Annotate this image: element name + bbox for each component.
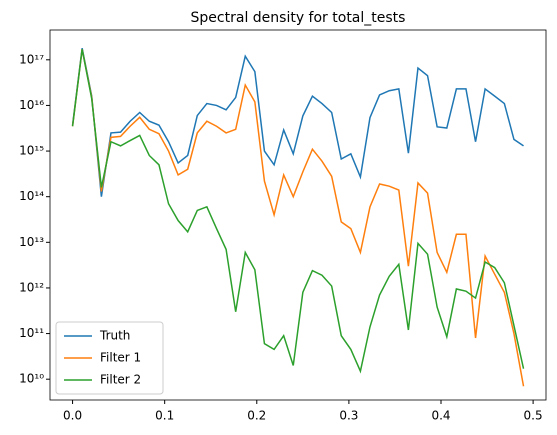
legend-label: Filter 2 — [100, 373, 141, 387]
legend-box — [55, 321, 164, 395]
x-tick-label: 0.1 — [155, 409, 174, 423]
series-line — [71, 49, 525, 387]
y-tick-label: 10¹² — [19, 280, 44, 294]
legend-label: Filter 1 — [100, 351, 141, 365]
x-tick-label: 0.2 — [247, 409, 266, 423]
y-tick-label: 10¹³ — [19, 235, 44, 249]
x-tick-label: 0.5 — [524, 409, 543, 423]
legend-label: Truth — [99, 329, 130, 343]
series-line — [71, 48, 524, 197]
y-tick-label: 10¹⁰ — [19, 372, 44, 386]
y-tick-label: 10¹⁴ — [19, 189, 44, 203]
x-tick-label: 0.3 — [339, 409, 358, 423]
plot-area — [49, 29, 547, 401]
chart-title: Spectral density for total_tests — [191, 10, 406, 26]
y-tick-label: 10¹⁵ — [19, 144, 44, 158]
y-tick-label: 10¹¹ — [19, 326, 44, 340]
series-line — [71, 49, 525, 374]
y-tick-label: 10¹⁶ — [19, 98, 44, 112]
x-tick-label: 0.4 — [431, 409, 450, 423]
x-tick-label: 0.0 — [63, 409, 82, 423]
y-tick-label: 10¹⁷ — [19, 52, 44, 66]
